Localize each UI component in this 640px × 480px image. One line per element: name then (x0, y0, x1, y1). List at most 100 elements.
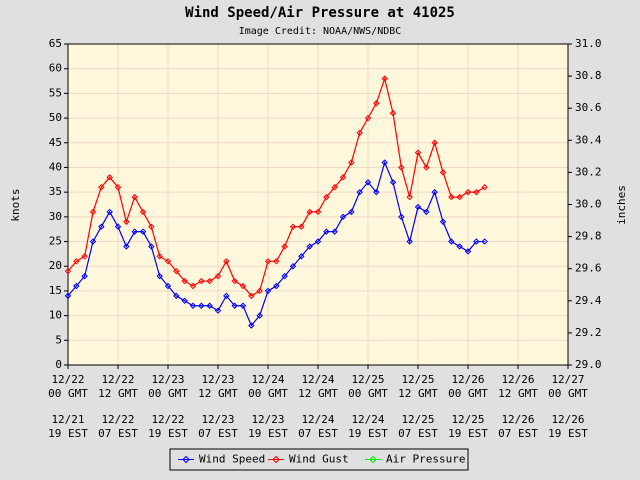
point-marker (373, 100, 380, 107)
legend-label: Air Pressure (386, 453, 465, 466)
x-tick-label: 12/22 (51, 373, 84, 386)
x-tick-label-est: 12/23 (201, 413, 234, 426)
point-marker (248, 292, 255, 300)
y2-tick-label: 30.6 (575, 101, 602, 114)
point-marker (273, 258, 280, 265)
point-marker (348, 159, 355, 166)
y-tick-label: 65 (49, 37, 62, 50)
x-tick-label: 12/25 (401, 373, 434, 386)
x-tick-sublabel: 00 GMT (348, 387, 388, 400)
point-marker (473, 238, 480, 245)
point-marker (289, 263, 297, 270)
point-marker (206, 302, 213, 309)
x-tick-sublabel-est: 07 EST (298, 427, 338, 440)
point-marker (264, 287, 272, 295)
point-marker (73, 258, 80, 265)
point-marker (464, 188, 472, 196)
point-marker (181, 277, 188, 285)
point-marker (189, 282, 197, 290)
point-marker (431, 188, 438, 196)
chart-title: Wind Speed/Air Pressure at 41025 (185, 5, 455, 21)
y2-tick-label: 29.4 (575, 294, 602, 307)
x-tick-sublabel-est: 07 EST (198, 427, 238, 440)
point-marker (64, 267, 72, 275)
x-tick-sublabel-est: 19 EST (48, 427, 88, 440)
x-tick-sublabel: 12 GMT (298, 387, 338, 400)
point-marker (406, 193, 413, 201)
point-marker (356, 129, 363, 137)
y-tick-label: 40 (49, 160, 62, 173)
point-marker (314, 238, 322, 245)
point-marker (81, 253, 88, 260)
point-marker (89, 208, 97, 216)
point-marker (198, 277, 205, 285)
x-tick-sublabel: 12 GMT (198, 387, 238, 400)
x-tick-label: 12/23 (201, 373, 234, 386)
point-marker (306, 243, 313, 250)
x-tick-sublabel-est: 19 EST (348, 427, 388, 440)
point-marker (106, 174, 113, 181)
y-tick-label: 15 (49, 284, 62, 297)
x-tick-sublabel-est: 07 EST (98, 427, 138, 440)
point-marker (323, 228, 330, 235)
point-marker (423, 164, 430, 171)
point-marker (331, 184, 338, 191)
legend-marker (272, 455, 280, 464)
point-marker (189, 302, 197, 309)
point-marker (123, 243, 130, 250)
x-tick-sublabel: 00 GMT (148, 387, 188, 400)
point-marker (148, 243, 155, 250)
point-marker (289, 223, 297, 230)
x-tick-sublabel: 00 GMT (248, 387, 288, 400)
point-marker (381, 159, 388, 166)
point-marker (298, 223, 305, 230)
point-marker (481, 238, 488, 245)
y-tick-label: 25 (49, 235, 62, 248)
point-marker (423, 208, 430, 216)
point-marker (431, 139, 438, 146)
y2-axis-label: inches (615, 185, 628, 225)
point-marker (281, 272, 288, 280)
x-tick-sublabel-est: 19 EST (148, 427, 188, 440)
point-marker (323, 193, 330, 201)
y2-tick-label: 30.4 (575, 133, 602, 146)
y2-tick-label: 29.2 (575, 326, 602, 339)
x-tick-label: 12/24 (301, 373, 334, 386)
point-marker (206, 277, 213, 285)
point-marker (356, 188, 363, 196)
point-marker (389, 109, 397, 117)
point-marker (73, 282, 80, 290)
series-line (67, 76, 485, 297)
point-marker (114, 184, 122, 191)
plot-border (67, 43, 569, 366)
legend-label: Wind Gust (289, 453, 349, 466)
y2-tick-label: 29.8 (575, 230, 602, 243)
y-tick-label: 20 (49, 259, 62, 272)
point-marker (139, 208, 147, 216)
point-marker (339, 213, 347, 221)
point-marker (148, 223, 155, 230)
legend-marker (182, 455, 190, 464)
point-marker (214, 272, 222, 280)
y2-tick-label: 30.0 (575, 198, 602, 211)
x-tick-sublabel-est: 07 EST (498, 427, 538, 440)
point-marker (448, 238, 455, 245)
y-tick-label: 50 (49, 111, 62, 124)
point-marker (373, 188, 380, 196)
point-marker (306, 208, 313, 216)
point-marker (173, 292, 180, 300)
point-marker (439, 218, 447, 225)
point-marker (414, 149, 422, 156)
point-marker (81, 272, 88, 280)
point-marker (223, 258, 230, 265)
x-tick-sublabel-est: 19 EST (448, 427, 488, 440)
point-marker (231, 302, 238, 309)
y2-tick-label: 29.6 (575, 262, 602, 275)
point-marker (414, 203, 422, 211)
x-tick-label: 12/23 (151, 373, 184, 386)
point-marker (381, 75, 388, 82)
point-marker (248, 322, 255, 329)
point-marker (164, 258, 172, 265)
point-marker (406, 238, 413, 245)
